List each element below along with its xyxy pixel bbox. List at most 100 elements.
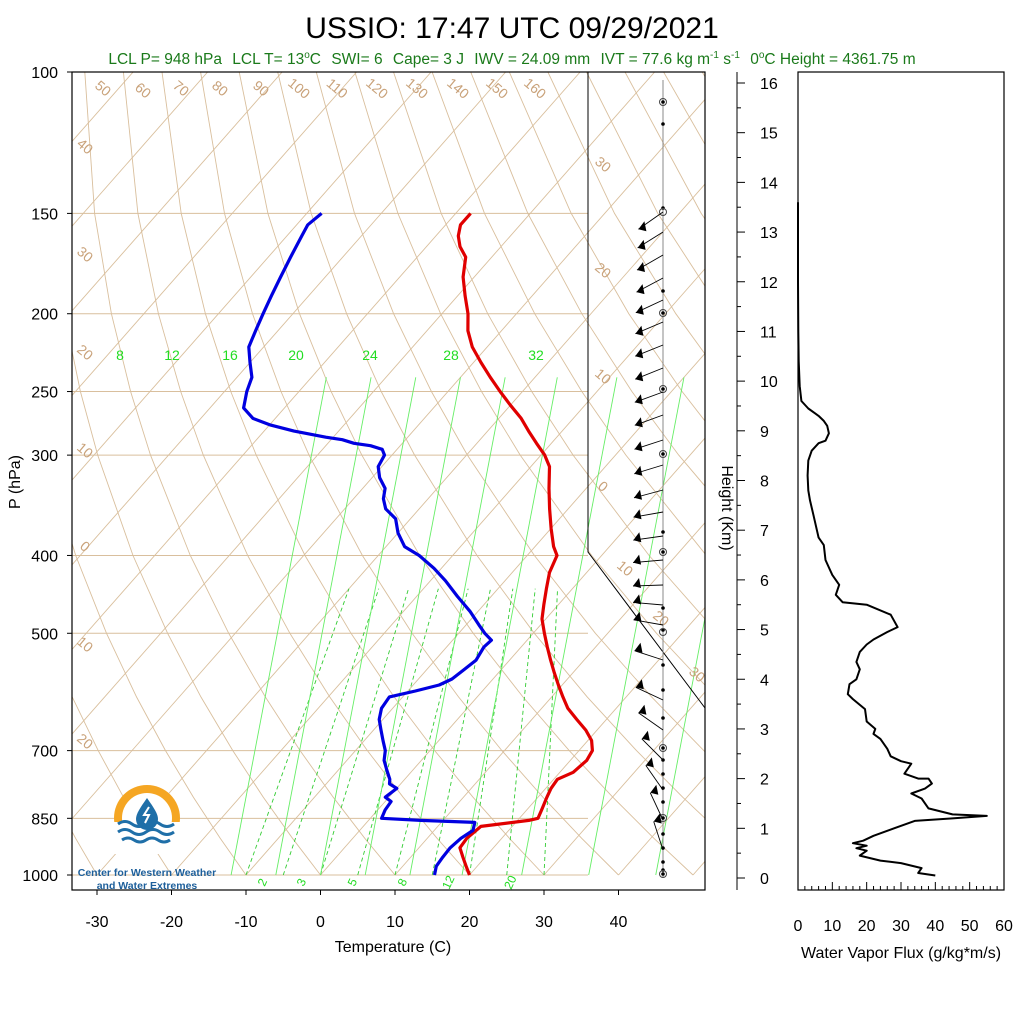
wvf-profile: [797, 202, 988, 877]
subtitle-lcl-p: LCL P= 948 hPa: [108, 51, 222, 68]
height-tick-label: 1: [760, 821, 769, 838]
wind-level-dot: [661, 800, 665, 804]
calm-wind-icon: [659, 385, 667, 393]
wind-flag-icon: [641, 730, 650, 741]
subtitle-height: C Height = 4361.75 m: [764, 51, 915, 68]
pressure-tick-label: 500: [31, 626, 58, 643]
wind-flag-icon: [635, 325, 644, 336]
wind-flag-icon: [638, 221, 647, 232]
mixing-ratio-line: [521, 377, 618, 876]
wvf-tick-label: 40: [926, 918, 944, 935]
height-tick-label: 0: [760, 871, 769, 888]
mixing-ratio-label: 16: [222, 347, 238, 363]
wvf-profile-line: [797, 202, 988, 877]
dry-adiabat-line: [508, 72, 705, 422]
wind-flag-icon: [637, 262, 645, 272]
subtitle-ivt-s: s: [719, 51, 731, 68]
height-tick-label: 2: [760, 772, 769, 789]
wind-barb-icon: [653, 821, 664, 851]
mixing-ratio-label: 8: [116, 347, 124, 363]
subtitle-swi: SWI= 6: [331, 51, 382, 68]
isotherm-label: 20: [74, 730, 96, 752]
wind-flag-icon: [635, 304, 644, 315]
wind-flag-icon: [634, 441, 643, 452]
temperature-tick-label: 20: [461, 914, 479, 931]
isotherm-label: 10: [74, 439, 96, 461]
wind-flag-icon: [633, 554, 642, 565]
dry-adiabat-line: [393, 72, 705, 620]
temperature-tick-label: -10: [234, 914, 257, 931]
dry-adiabat-line: [122, 72, 470, 876]
logo-text-line2: and Water Extremes: [97, 880, 198, 892]
temperature-tick-label: -30: [85, 914, 108, 931]
isotherm-line: [543, 691, 705, 876]
calm-wind-icon: [659, 744, 667, 752]
wind-flag-icon: [645, 757, 654, 768]
temperature-tick-label: 0: [316, 914, 325, 931]
left-x-axis-title: Temperature (C): [335, 939, 451, 956]
subtitle-zero: 0: [750, 51, 759, 68]
height-tick-label: 11: [760, 324, 777, 341]
wind-flag-icon: [636, 284, 645, 295]
mixing-ratio-label: 2: [255, 876, 271, 888]
wvf-tick-label: 50: [961, 918, 979, 935]
wind-flag-icon: [634, 465, 643, 476]
height-tick-label: 7: [760, 523, 769, 540]
isotherm-line: [96, 183, 705, 876]
isotherm-line: [618, 776, 705, 876]
calm-wind-icon: [659, 450, 667, 458]
subtitle-ivt-exp1: -1: [710, 50, 719, 61]
isotherm-label: 70: [170, 77, 192, 99]
wind-flag-icon: [633, 594, 642, 605]
height-tick-label: 13: [760, 225, 778, 242]
wind-flag-icon: [633, 578, 641, 588]
mixing-ratio-label: 24: [362, 347, 378, 363]
wind-barb-icon: [634, 650, 664, 661]
isotherm-label: 40: [74, 135, 96, 157]
wind-barb-icon: [649, 792, 664, 821]
isotherm-label: 50: [92, 77, 114, 99]
pressure-tick-label: 300: [31, 448, 58, 465]
moist-adiabat-line: [469, 588, 514, 876]
mixing-ratio-line: [230, 377, 327, 876]
dry-adiabat-line: [818, 72, 1024, 875]
mixing-ratio-label: 5: [345, 876, 361, 888]
height-tick-label: 10: [760, 374, 778, 391]
subtitle-c-1: C: [310, 51, 321, 68]
pressure-tick-label: 850: [31, 811, 58, 828]
temperature-tick-label: -20: [160, 914, 183, 931]
wind-level-dot: [661, 122, 665, 126]
calm-wind-icon: [659, 208, 667, 216]
pressure-tick-label: 150: [31, 206, 58, 223]
dry-adiabat-line: [624, 72, 705, 220]
isotherm-label: 10: [614, 557, 636, 579]
wind-level-dot: [661, 606, 665, 610]
height-tick-label: 4: [760, 672, 769, 689]
wind-barb-icon: [645, 765, 664, 791]
isotherm-line: [72, 72, 506, 566]
wind-level-dot: [661, 746, 665, 750]
temperature-tick-label: 30: [535, 914, 553, 931]
dry-adiabat-line: [470, 72, 705, 487]
dry-adiabat-line: [701, 72, 705, 78]
subtitle-lcl-t: LCL T= 13: [232, 51, 304, 68]
isotherm-label: 120: [363, 75, 391, 102]
pressure-tick-label: 200: [31, 307, 58, 324]
wvf-tick-label: 10: [823, 918, 841, 935]
wind-flag-icon: [634, 417, 643, 428]
isotherm-line: [72, 72, 655, 735]
isotherm-line: [72, 72, 581, 651]
wind-level-dot: [661, 772, 665, 776]
dry-adiabat-line: [72, 695, 172, 876]
mixing-ratio-line: [364, 377, 461, 876]
wind-level-dot: [661, 387, 665, 391]
height-tick-label: 8: [760, 474, 769, 491]
mixing-ratio-label: 8: [395, 876, 411, 888]
temperature-profile-line: [456, 212, 595, 876]
isotherm-line: [72, 72, 283, 312]
wind-flag-icon: [653, 813, 662, 824]
mixing-ratio-line: [409, 377, 506, 876]
wind-flag-icon: [635, 371, 644, 382]
isotherm-line: [469, 606, 705, 876]
wind-level-dot: [661, 289, 665, 293]
